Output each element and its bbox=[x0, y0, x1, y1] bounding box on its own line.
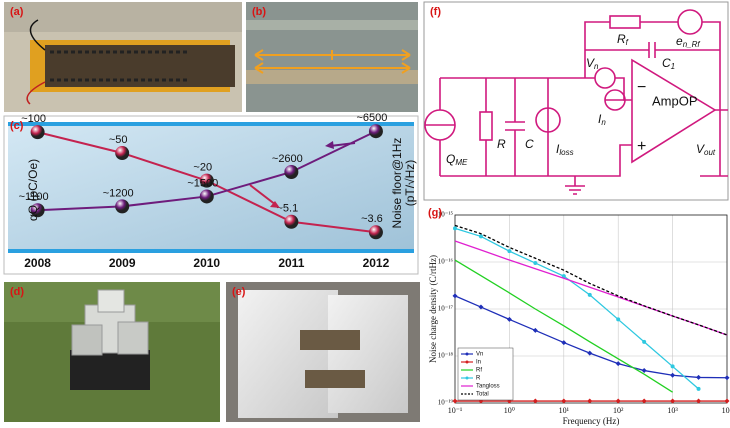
y-tick-label: 10⁻¹⁶ bbox=[438, 258, 454, 266]
label-sub: n bbox=[594, 62, 599, 71]
marker bbox=[697, 387, 701, 391]
marker bbox=[369, 225, 383, 239]
legend-label: Vn bbox=[476, 352, 483, 358]
chart-c: 2008 2009 2010 2011 2012 ~100 ~50 ~20 ~5.1 ~3.6 ~1… bbox=[4, 112, 418, 274]
label-base: C bbox=[662, 56, 671, 70]
x-tick-label: 2012 bbox=[363, 256, 390, 270]
label: AmpOP bbox=[652, 93, 698, 108]
value-label: ~6500 bbox=[356, 112, 387, 124]
panel-label: (e) bbox=[232, 286, 246, 298]
chart-g: 10⁻¹10⁰10¹10²10³10⁴10⁻¹⁹10⁻¹⁸10⁻¹⁷10⁻¹⁶1… bbox=[424, 205, 730, 428]
panel-label: (b) bbox=[252, 6, 266, 18]
value-label: ~100 bbox=[21, 113, 46, 125]
legend-label: Total bbox=[476, 392, 489, 398]
y-axis-label: Noise charge density (C/rtHz) bbox=[428, 255, 438, 363]
value-label: ~20 bbox=[193, 162, 212, 174]
label: + bbox=[637, 138, 646, 155]
marker bbox=[588, 293, 592, 297]
legend-marker bbox=[466, 361, 469, 364]
x-tick-label: 2009 bbox=[109, 256, 136, 270]
legend-label: Tangloss bbox=[476, 384, 500, 390]
label-base: R bbox=[617, 32, 626, 46]
panel-label: (g) bbox=[428, 207, 442, 219]
legend-label: Rf bbox=[476, 368, 482, 374]
label-sub: ME bbox=[455, 158, 468, 167]
photo-b bbox=[246, 2, 418, 112]
label-sub: loss bbox=[559, 148, 573, 157]
x-tick-label: 10⁻¹ bbox=[448, 406, 463, 415]
label-sub: 1 bbox=[671, 62, 675, 71]
label-sub: n_Rf bbox=[683, 40, 701, 49]
label: C bbox=[525, 137, 534, 151]
x-tick-label: 2010 bbox=[193, 256, 220, 270]
marker bbox=[671, 364, 675, 368]
value-label: ~1500 bbox=[187, 177, 218, 189]
marker bbox=[200, 189, 214, 203]
photo-a bbox=[4, 2, 242, 112]
panel-label: (a) bbox=[10, 6, 24, 18]
marker bbox=[616, 317, 620, 321]
label: R bbox=[497, 137, 506, 151]
x-tick-label: 2011 bbox=[278, 256, 304, 270]
x-tick-label: 10² bbox=[613, 406, 624, 415]
y-tick-label: 10⁻¹⁹ bbox=[438, 399, 454, 407]
y-axis-label: αQ (pC/Oe) bbox=[26, 159, 40, 221]
value-label: ~1200 bbox=[103, 187, 134, 199]
figure: (a) (b) 2008 2009 2010 2011 2012 ~100 ~50 ~20 ~5… bbox=[0, 0, 730, 428]
marker bbox=[642, 340, 646, 344]
value-label: ~5.1 bbox=[276, 203, 298, 215]
marker bbox=[453, 226, 457, 230]
legend-marker bbox=[466, 377, 469, 380]
x-tick-label: 2008 bbox=[24, 256, 51, 270]
value-label: ~50 bbox=[109, 134, 128, 146]
photo-d bbox=[4, 282, 220, 422]
panel-label: (d) bbox=[10, 286, 24, 298]
marker bbox=[369, 124, 383, 138]
panel-label: (c) bbox=[10, 120, 24, 132]
y2-axis-label: (pT/√Hz) bbox=[403, 160, 417, 207]
legend-label: R bbox=[476, 376, 481, 382]
x-tick-label: 10¹ bbox=[559, 406, 570, 415]
label-sub: n bbox=[601, 118, 606, 127]
x-tick-label: 10³ bbox=[667, 406, 678, 415]
marker bbox=[284, 215, 298, 229]
marker bbox=[115, 199, 129, 213]
y-tick-label: 10⁻¹⁸ bbox=[438, 352, 454, 360]
legend-label: In bbox=[476, 360, 481, 366]
legend-marker bbox=[466, 353, 469, 356]
x-axis-label: Frequency (Hz) bbox=[563, 416, 620, 426]
label-base: Q bbox=[446, 152, 455, 166]
marker bbox=[31, 125, 45, 139]
photo-e bbox=[226, 282, 420, 422]
label-sub: out bbox=[704, 148, 716, 157]
y2-axis-label: Noise floor@1Hz bbox=[390, 138, 404, 229]
y-tick-label: 10⁻¹⁷ bbox=[438, 305, 454, 313]
marker bbox=[533, 261, 537, 265]
panel-label: (f) bbox=[430, 6, 441, 18]
value-label: ~2600 bbox=[272, 153, 303, 165]
marker bbox=[479, 234, 483, 238]
label: − bbox=[637, 79, 646, 96]
marker bbox=[115, 146, 129, 160]
marker bbox=[284, 165, 298, 179]
x-tick-label: 10⁰ bbox=[504, 406, 515, 415]
x-tick-label: 10⁴ bbox=[722, 406, 730, 415]
value-label: ~3.6 bbox=[361, 213, 383, 225]
marker bbox=[507, 249, 511, 253]
